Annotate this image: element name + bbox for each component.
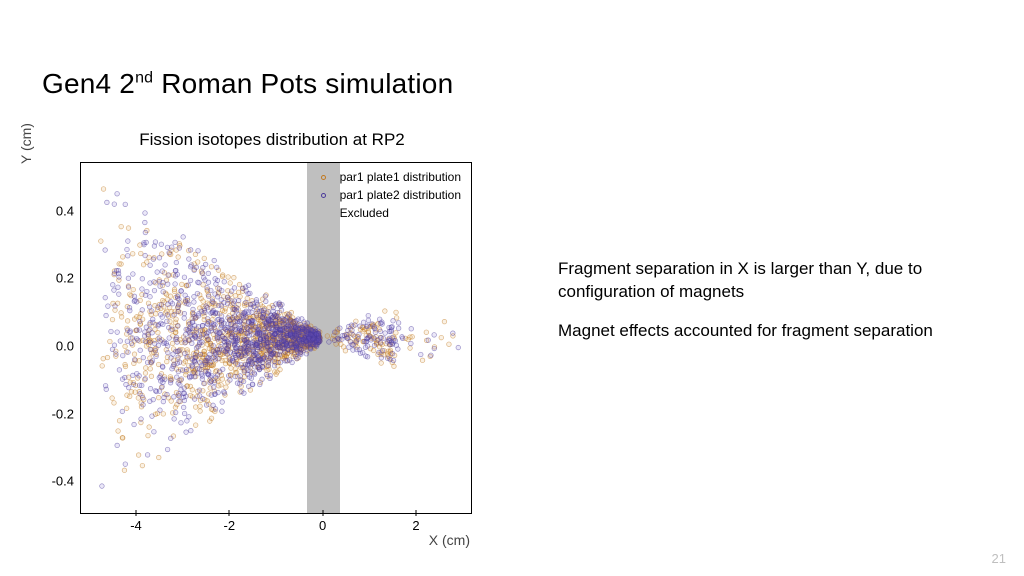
caption-line-1: Fragment separation in X is larger than …	[558, 258, 978, 304]
plot-area: par1 plate1 distribution par1 plate2 dis…	[80, 162, 472, 514]
x-ticks: -4-202	[80, 516, 472, 536]
slide-title: Gen4 2nd Roman Pots simulation	[42, 68, 453, 100]
legend-label-2: par1 plate2 distribution	[340, 187, 461, 204]
legend-marker-excluded	[314, 208, 334, 218]
title-suffix: Roman Pots simulation	[153, 68, 453, 99]
y-ticks: -0.4-0.20.00.20.4	[40, 162, 76, 514]
legend-item-series2: par1 plate2 distribution	[314, 187, 461, 204]
legend-marker-1	[321, 175, 326, 180]
legend-label-excluded: Excluded	[340, 205, 389, 222]
legend-marker-2	[321, 193, 326, 198]
y-axis-label: Y (cm)	[18, 123, 34, 164]
legend: par1 plate1 distribution par1 plate2 dis…	[310, 167, 465, 224]
page-number: 21	[992, 551, 1006, 566]
x-axis-label: X (cm)	[429, 532, 470, 548]
legend-item-excluded: Excluded	[314, 205, 461, 222]
title-sup: nd	[135, 70, 153, 87]
legend-label-1: par1 plate1 distribution	[340, 169, 461, 186]
legend-item-series1: par1 plate1 distribution	[314, 169, 461, 186]
caption-block: Fragment separation in X is larger than …	[558, 258, 978, 359]
chart-container: Fission isotopes distribution at RP2 Y (…	[22, 130, 482, 560]
plot-outer: Y (cm) -0.4-0.20.00.20.4 par1 plate1 dis…	[22, 154, 482, 534]
chart-title: Fission isotopes distribution at RP2	[62, 130, 482, 150]
caption-line-2: Magnet effects accounted for fragment se…	[558, 320, 978, 343]
title-prefix: Gen4 2	[42, 68, 135, 99]
